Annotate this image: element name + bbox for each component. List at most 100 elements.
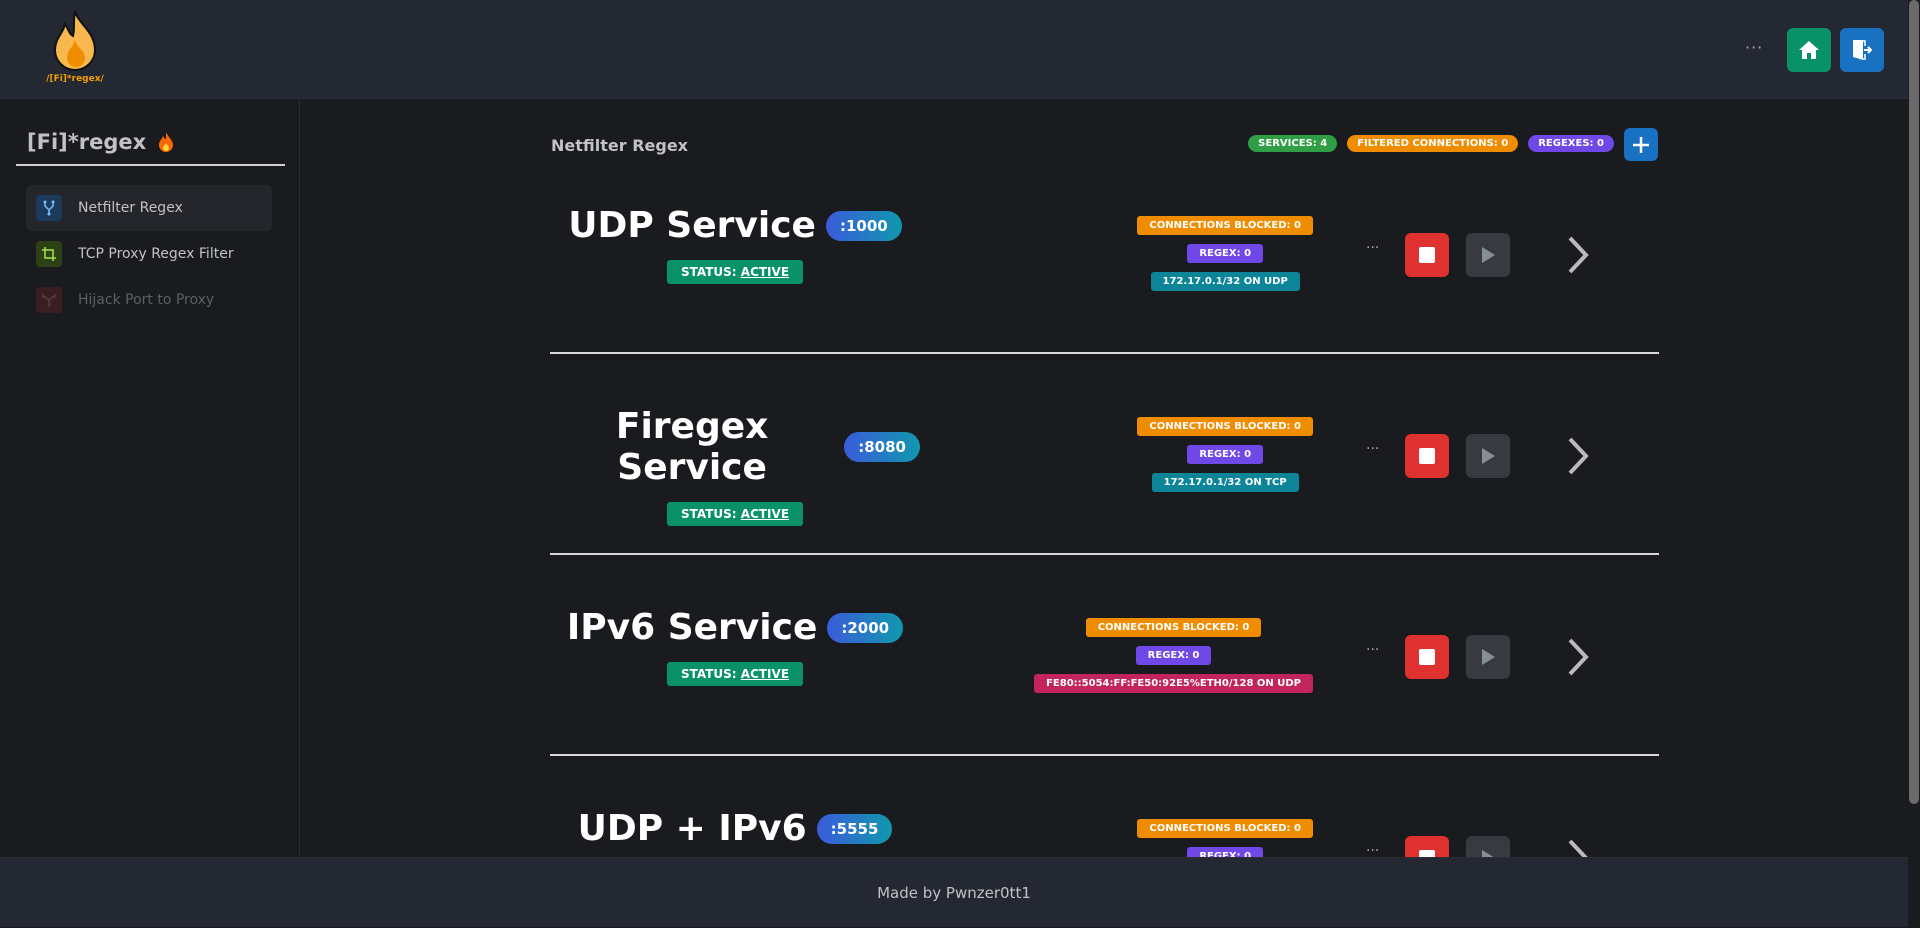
- stop-icon: [1419, 448, 1435, 464]
- port-badge: :1000: [825, 210, 902, 241]
- start-button[interactable]: [1466, 836, 1510, 857]
- status-value: ACTIVE: [740, 507, 790, 521]
- page-title: Netfilter Regex: [551, 136, 688, 155]
- service-info: UDP Service :1000 STATUS: ACTIVE: [550, 205, 920, 284]
- service-row: UDP + IPv6 :5555 Connections Blocked: 0 …: [550, 756, 1659, 857]
- footer: Made by Pwnzer0tt1: [0, 857, 1908, 927]
- play-icon: [1482, 649, 1495, 665]
- connections-blocked-badge: Connections Blocked: 0: [1137, 216, 1313, 235]
- sidebar-item-label: Hijack Port to Proxy: [78, 292, 215, 308]
- regex-count-badge: Regex: 0: [1187, 847, 1264, 857]
- status-badge: STATUS: ACTIVE: [666, 502, 804, 526]
- logo-text: /[Fi]*regex/: [46, 74, 104, 84]
- start-button[interactable]: [1466, 434, 1510, 478]
- stop-button[interactable]: [1405, 434, 1449, 478]
- sidebar-item-label: Netfilter Regex: [78, 200, 183, 216]
- services-count-badge: Services: 4: [1248, 135, 1338, 152]
- sidebar-item-label: TCP Proxy Regex Filter: [78, 246, 234, 262]
- service-menu-button[interactable]: ···: [1366, 642, 1380, 658]
- sidebar: [Fi]*regex Netfilter Regex TCP Proxy Reg…: [0, 100, 300, 857]
- sidebar-title: [Fi]*regex: [27, 130, 174, 154]
- stop-icon: [1419, 850, 1435, 857]
- sidebar-item-tcp-proxy[interactable]: TCP Proxy Regex Filter: [26, 231, 272, 277]
- regex-count-badge: Regex: 0: [1187, 244, 1264, 263]
- sidebar-divider: [16, 164, 285, 166]
- netfilter-icon: [36, 195, 62, 221]
- status-badge: STATUS: ACTIVE: [666, 260, 804, 284]
- play-icon: [1482, 850, 1494, 857]
- connections-blocked-badge: Connections Blocked: 0: [1137, 819, 1313, 838]
- stop-icon: [1419, 247, 1435, 263]
- address-badge: 172.17.0.1/32 on UDP: [1150, 272, 1300, 291]
- chevron-right-icon[interactable]: [1566, 235, 1590, 275]
- address-badge: fe80::5054:ff:fe50:92e5%eth0/128 on UDP: [1034, 674, 1313, 693]
- service-badges: Connections Blocked: 0 Regex: 0: [1137, 819, 1313, 857]
- service-badges: Connections Blocked: 0 Regex: 0fe80::505…: [1034, 618, 1313, 693]
- filtered-connections-badge: Filtered Connections: 0: [1347, 135, 1519, 152]
- logo[interactable]: /[Fi]*regex/: [40, 8, 110, 84]
- flame-logo-icon: [53, 8, 97, 71]
- scrollbar-thumb[interactable]: [1909, 0, 1919, 804]
- service-name: IPv6 Service: [566, 607, 818, 648]
- service-name: UDP + IPv6: [577, 808, 807, 849]
- logout-button[interactable]: [1840, 28, 1884, 72]
- split-arrow-icon: [36, 287, 62, 313]
- sidebar-item-hijack-port[interactable]: Hijack Port to Proxy: [26, 277, 272, 323]
- stop-button[interactable]: [1405, 836, 1449, 857]
- port-badge: :5555: [816, 813, 893, 844]
- service-badges: Connections Blocked: 0 Regex: 0 172.17.0.…: [1137, 417, 1313, 492]
- chevron-right-icon[interactable]: [1566, 436, 1590, 476]
- service-badges: Connections Blocked: 0 Regex: 0 172.17.0.…: [1137, 216, 1313, 291]
- service-row: IPv6 Service :2000 STATUS: ACTIVE Connect…: [550, 555, 1659, 756]
- status-value: ACTIVE: [740, 265, 790, 279]
- footer-text: Made by Pwnzer0tt1: [877, 884, 1031, 902]
- regex-count-badge: Regex: 0: [1135, 646, 1212, 665]
- service-row: UDP Service :1000 STATUS: ACTIVE Connecti…: [550, 153, 1659, 354]
- stop-button[interactable]: [1405, 233, 1449, 277]
- logout-icon: [1853, 40, 1873, 60]
- start-button[interactable]: [1466, 233, 1510, 277]
- crop-icon: [36, 241, 62, 267]
- port-badge: :2000: [827, 612, 904, 643]
- service-name: Firegex Service: [615, 406, 769, 488]
- main-content: Netfilter Regex Services: 4 Filtered Con…: [301, 100, 1908, 857]
- status-label: STATUS:: [680, 507, 737, 521]
- service-name: UDP Service: [568, 205, 816, 246]
- regex-count-badge: Regex: 0: [1187, 445, 1264, 464]
- status-label: STATUS:: [680, 667, 737, 681]
- service-row: Firegex Service :8080 STATUS: ACTIVE Conn…: [550, 354, 1659, 555]
- service-menu-button[interactable]: ···: [1366, 441, 1380, 457]
- status-label: STATUS:: [680, 265, 737, 279]
- header: /[Fi]*regex/ ···: [0, 0, 1908, 99]
- status-badge: STATUS: ACTIVE: [666, 662, 804, 686]
- service-info: IPv6 Service :2000 STATUS: ACTIVE: [550, 607, 920, 686]
- connections-blocked-badge: Connections Blocked: 0: [1137, 417, 1313, 436]
- service-menu-button[interactable]: ···: [1366, 843, 1380, 857]
- sidebar-item-netfilter-regex[interactable]: Netfilter Regex: [26, 185, 272, 231]
- service-info: Firegex Service :8080 STATUS: ACTIVE: [550, 406, 920, 526]
- address-badge: 172.17.0.1/32 on TCP: [1151, 473, 1299, 492]
- fire-icon: [159, 132, 174, 152]
- status-value: ACTIVE: [740, 667, 790, 681]
- more-menu-button[interactable]: ···: [1745, 38, 1764, 57]
- scrollbar[interactable]: [1908, 0, 1920, 927]
- row-divider: [550, 553, 1659, 555]
- row-divider: [550, 754, 1659, 756]
- chevron-right-icon[interactable]: [1566, 838, 1590, 857]
- service-info: UDP + IPv6 :5555: [550, 808, 920, 849]
- sidebar-title-text: [Fi]*regex: [27, 130, 147, 154]
- home-icon: [1799, 41, 1819, 59]
- connections-blocked-badge: Connections Blocked: 0: [1085, 618, 1262, 637]
- regexes-count-badge: Regexes: 0: [1528, 135, 1614, 152]
- stats-badges: Services: 4 Filtered Connections: 0 Rege…: [1248, 135, 1614, 152]
- chevron-right-icon[interactable]: [1566, 637, 1590, 677]
- play-icon: [1482, 448, 1495, 464]
- home-button[interactable]: [1787, 28, 1831, 72]
- row-divider: [550, 352, 1659, 354]
- port-badge: :8080: [844, 432, 920, 462]
- add-service-button[interactable]: [1624, 128, 1658, 161]
- stop-button[interactable]: [1405, 635, 1449, 679]
- service-menu-button[interactable]: ···: [1366, 240, 1380, 256]
- start-button[interactable]: [1466, 635, 1510, 679]
- stop-icon: [1419, 649, 1435, 665]
